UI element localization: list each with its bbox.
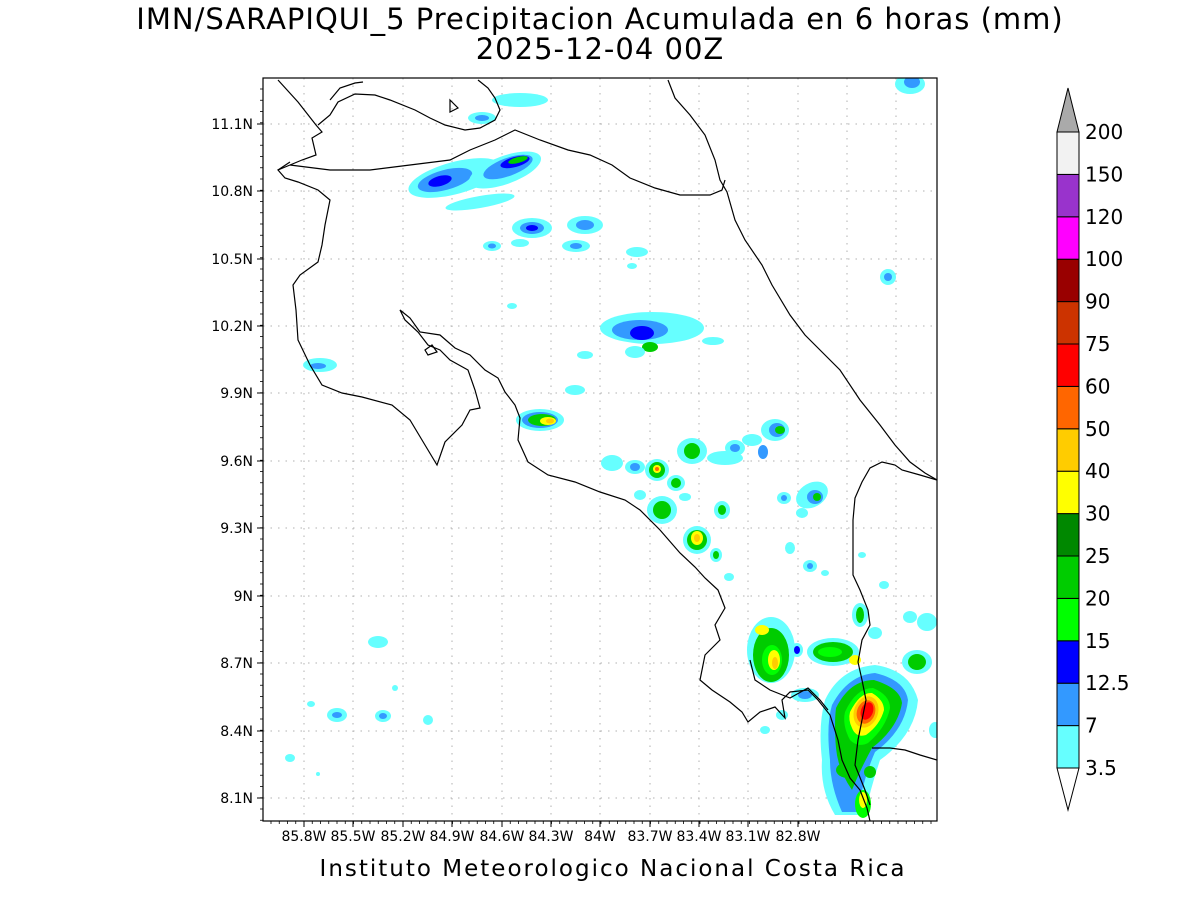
- precip-cell: [445, 193, 515, 211]
- colorbar-under-arrow: [1056, 767, 1080, 812]
- colorbar-swatch: [1056, 555, 1080, 599]
- precipitation-field: [285, 78, 937, 818]
- footer-credit: Instituto Meteorologico Nacional Costa R…: [319, 856, 907, 882]
- colorbar-label: 50: [1085, 417, 1110, 441]
- colorbar-label: 25: [1085, 544, 1110, 568]
- y-tick-label: 8.4N: [220, 724, 253, 740]
- precip-cell: [303, 358, 585, 395]
- colorbar-swatch: [1056, 301, 1080, 345]
- y-tick-label: 10.8N: [211, 184, 253, 200]
- x-tick-label: 85.8W: [281, 829, 326, 845]
- y-tick-label: 10.5N: [211, 252, 253, 268]
- colorbar-label: 40: [1085, 459, 1110, 483]
- y-tick-label: 9.9N: [220, 386, 253, 402]
- colorbar-label: 120: [1085, 205, 1123, 229]
- precip-cell: [807, 603, 937, 738]
- colorbar-swatch: [1056, 385, 1080, 430]
- colorbar-label: 60: [1085, 374, 1110, 398]
- colorbar: 3.5 7 12.5 15 20 25 30 40 50 60 75 90 100 120 150 200: [1056, 87, 1130, 812]
- y-tick-label: 9N: [234, 589, 253, 605]
- x-tick-label: 84.6W: [479, 829, 524, 845]
- precip-cell: [468, 151, 542, 189]
- x-tick-label: 84.3W: [528, 829, 573, 845]
- precip-cell: [468, 93, 548, 124]
- y-tick-label: 10.2N: [211, 319, 253, 335]
- y-tick-label: 9.6N: [220, 454, 253, 470]
- precip-cell: [601, 455, 691, 524]
- precip-cell: [408, 158, 502, 198]
- colorbar-label: 100: [1085, 247, 1123, 271]
- precip-cell: [820, 665, 918, 818]
- precip-cell: [747, 617, 819, 734]
- precip-cell: [683, 501, 734, 581]
- colorbar-label: 20: [1085, 586, 1110, 610]
- colorbar-swatch: [1056, 513, 1080, 557]
- x-tick-label: 83.7W: [627, 829, 672, 845]
- x-tick-label: 83.1W: [725, 829, 770, 845]
- x-tick-label: 82.8W: [775, 829, 820, 845]
- precip-cell: [516, 409, 564, 431]
- x-tick-label: 83.4W: [676, 829, 721, 845]
- precip-cell: [483, 216, 648, 309]
- y-tick-label: 8.7N: [220, 656, 253, 672]
- y-tick-label: 8.1N: [220, 791, 253, 807]
- colorbar-swatch: [1056, 343, 1080, 387]
- colorbar-label: 3.5: [1085, 756, 1117, 780]
- colorbar-swatch: [1056, 470, 1080, 515]
- x-tick-label: 84.9W: [429, 829, 474, 845]
- x-tick-label: 85.2W: [380, 829, 425, 845]
- colorbar-swatch: [1056, 640, 1080, 684]
- colorbar-swatch: [1056, 173, 1080, 218]
- colorbar-swatch: [1056, 258, 1080, 303]
- precip-cell: [285, 636, 433, 776]
- colorbar-over-arrow: [1056, 87, 1080, 133]
- colorbar-label: 12.5: [1085, 671, 1130, 695]
- colorbar-swatch: [1056, 725, 1080, 769]
- x-tick-label: 85.5W: [330, 829, 375, 845]
- colorbar-label: 150: [1085, 162, 1123, 186]
- colorbar-swatch: [1056, 597, 1080, 642]
- colorbar-swatch: [1056, 216, 1080, 260]
- colorbar-swatch: [1056, 682, 1080, 727]
- colorbar-label: 90: [1085, 290, 1110, 314]
- x-axis: 85.8W 85.5W 85.2W 84.9W 84.6W 84.3W 84W 83.7W 83…: [270, 821, 932, 845]
- colorbar-label: 15: [1085, 629, 1110, 653]
- y-tick-label: 9.3N: [220, 521, 253, 537]
- x-tick-label: 84W: [584, 829, 616, 845]
- colorbar-label: 75: [1085, 332, 1110, 356]
- colorbar-swatch: [1056, 131, 1080, 175]
- map-datetime: 2025-12-04 00Z: [475, 32, 725, 66]
- precip-cell: [677, 419, 789, 465]
- map-title: IMN/SARAPIQUI_5 Precipitacion Acumulada …: [136, 2, 1064, 36]
- precip-cell: [577, 312, 724, 359]
- coastlines: [276, 79, 937, 821]
- colorbar-label: 7: [1085, 714, 1098, 738]
- colorbar-label: 200: [1085, 120, 1123, 144]
- colorbar-label: 30: [1085, 502, 1110, 526]
- precip-cell: [777, 78, 925, 589]
- y-axis: 11.1N 10.8N 10.5N 10.2N 9.9N 9.6N 9.3N 9N 8.7N 8.…: [211, 88, 263, 821]
- colorbar-swatch: [1056, 428, 1080, 472]
- y-tick-label: 11.1N: [211, 117, 253, 133]
